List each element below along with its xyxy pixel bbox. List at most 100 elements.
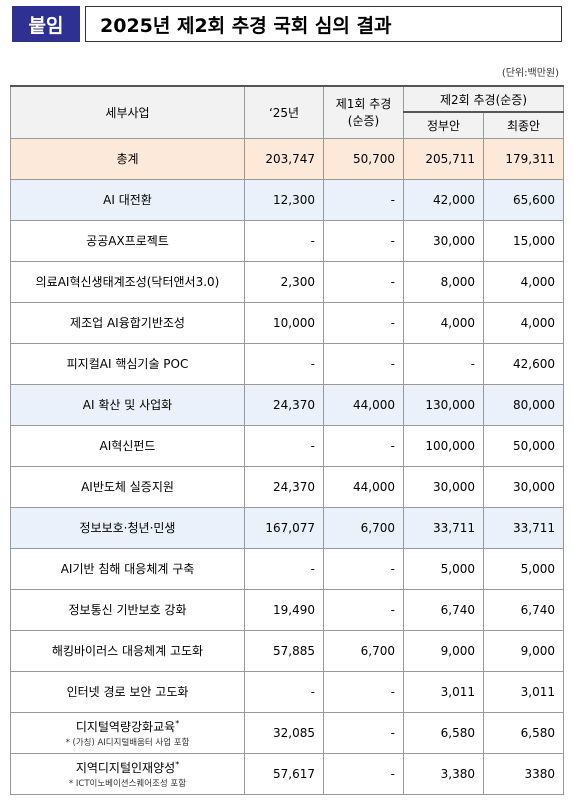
cell-final: 65,600	[483, 178, 564, 221]
row-name: 피지컬AI 핵심기술 POC	[66, 357, 189, 371]
cell-final: 9,000	[483, 629, 564, 672]
row-name: 총계	[116, 152, 139, 166]
row-name-cell: 총계	[10, 137, 245, 180]
cell-gov: 9,000	[403, 629, 484, 672]
cell-final: 5,000	[483, 547, 564, 590]
cell-y25: -	[244, 342, 324, 385]
cell-gov: 205,711	[403, 137, 484, 180]
footnote-marker: *	[175, 759, 180, 769]
row-name: 디지털역량강화교육	[75, 719, 176, 734]
cell-supp1: -	[323, 219, 404, 262]
row-name: 정보보호·청년·민생	[79, 521, 176, 535]
cell-supp1: 6,700	[323, 506, 404, 549]
row-name: 정보통신 기반보호 강화	[68, 603, 187, 617]
cell-supp1: -	[323, 260, 404, 303]
cell-gov: 30,000	[403, 465, 484, 508]
row-name-cell: 인터넷 경로 보안 고도화	[10, 670, 245, 713]
row-name-cell: 피지컬AI 핵심기술 POC	[10, 342, 245, 385]
row-name-cell: AI혁신펀드	[10, 424, 245, 467]
cell-gov: 5,000	[403, 547, 484, 590]
col-header-2025: ‘25년	[244, 85, 324, 139]
row-name-cell: 지역디지털인재양성* * ICT이노베이션스퀘어조성 포함	[10, 752, 245, 795]
cell-supp1: 6,700	[323, 629, 404, 672]
cell-final: 42,600	[483, 342, 564, 385]
row-name-cell: AI 대전환	[10, 178, 245, 221]
cell-y25: 24,370	[244, 465, 324, 508]
table-row: 해킹바이러스 대응체계 고도화 57,885 6,700 9,000 9,000	[10, 629, 564, 672]
cell-gov: 8,000	[403, 260, 484, 303]
cell-supp1: -	[323, 178, 404, 221]
row-name: 인터넷 경로 보안 고도화	[66, 685, 189, 699]
cell-supp1: -	[323, 588, 404, 631]
row-name: 공공AX프로젝트	[86, 234, 169, 248]
cell-y25: 24,370	[244, 383, 324, 426]
cell-final: 33,711	[483, 506, 564, 549]
table-row: 인터넷 경로 보안 고도화 - -3,011 3,011	[10, 670, 564, 713]
cell-supp1: 44,000	[323, 465, 404, 508]
table-row: AI반도체 실증지원 24,370 44,000 30,000 30,000	[10, 465, 564, 508]
cell-gov: 4,000	[403, 301, 484, 344]
table-row: 디지털역량강화교육* * (가칭) AI디지털배움터 사업 포함 32,085-6,…	[10, 711, 564, 754]
cell-y25: 19,490	[244, 588, 324, 631]
row-name: AI혁신펀드	[99, 439, 156, 453]
cell-y25: 2,300	[244, 260, 324, 303]
budget-table: 세부사업 ‘25년 제1회 추경 (순증) 제2회 추경(순증) 정부안 최종안…	[10, 85, 564, 795]
row-name: 지역디지털인재양성	[75, 760, 176, 775]
cell-gov: 42,000	[403, 178, 484, 221]
col-header-gov: 정부안	[403, 111, 484, 139]
cell-supp1: 44,000	[323, 383, 404, 426]
category-row: 정보보호·청년·민생 167,077 6,700 33,711 33,711	[10, 506, 564, 549]
cell-final: 4,000	[483, 301, 564, 344]
row-name-cell: AI 확산 및 사업화	[10, 383, 245, 426]
table-row: 공공AX프로젝트 - -30,000 15,000	[10, 219, 564, 262]
cell-gov: 3,380	[403, 752, 484, 795]
row-name: AI기반 침해 대응체계 구축	[60, 562, 195, 576]
cell-gov: 33,711	[403, 506, 484, 549]
cell-final: 3,011	[483, 670, 564, 713]
table-row: 의료AI혁신생태계조성(닥터앤서3.0) 2,300-8,000 4,000	[10, 260, 564, 303]
footnote-marker: *	[175, 718, 180, 728]
cell-supp1: -	[323, 342, 404, 385]
row-name-cell: 해킹바이러스 대응체계 고도화	[10, 629, 245, 672]
table-row: 정보통신 기반보호 강화 19,490-6,740 6,740	[10, 588, 564, 631]
total-row: 총계 203,747 50,700 205,711 179,311	[10, 137, 564, 180]
page-header: 붙임 2025년 제2회 추경 국회 심의 결과	[12, 6, 562, 42]
col-header-item: 세부사업	[10, 85, 245, 139]
cell-supp1: -	[323, 752, 404, 795]
unit-label: (단위:백만원)	[501, 68, 559, 79]
cell-final: 4,000	[483, 260, 564, 303]
col-header-supp1: 제1회 추경 (순증)	[323, 85, 404, 139]
category-row: AI 대전환 12,300-42,000 65,600	[10, 178, 564, 221]
row-name: 제조업 AI융합기반조성	[70, 316, 185, 330]
attachment-badge: 붙임	[12, 6, 80, 42]
cell-gov: 130,000	[403, 383, 484, 426]
row-name-cell: 정보통신 기반보호 강화	[10, 588, 245, 631]
cell-gov: 30,000	[403, 219, 484, 262]
table-row: 피지컬AI 핵심기술 POC - - -42,600	[10, 342, 564, 385]
cell-supp1: -	[323, 670, 404, 713]
row-name: AI 확산 및 사업화	[82, 398, 173, 412]
row-name-cell: 공공AX프로젝트	[10, 219, 245, 262]
row-footnote: * (가칭) AI디지털배움터 사업 포함	[65, 737, 190, 748]
table-row: 지역디지털인재양성* * ICT이노베이션스퀘어조성 포함 57,617-3,380…	[10, 752, 564, 795]
cell-supp1: -	[323, 711, 404, 754]
cell-supp1: 50,700	[323, 137, 404, 180]
cell-gov: 3,011	[403, 670, 484, 713]
cell-y25: -	[244, 424, 324, 467]
row-footnote: * ICT이노베이션스퀘어조성 포함	[68, 778, 187, 789]
row-name-cell: 디지털역량강화교육* * (가칭) AI디지털배움터 사업 포함	[10, 711, 245, 754]
cell-gov: 6,740	[403, 588, 484, 631]
cell-final: 3380	[483, 752, 564, 795]
table-row: AI혁신펀드 - -100,000 50,000	[10, 424, 564, 467]
table-row: 제조업 AI융합기반조성 10,000-4,000 4,000	[10, 301, 564, 344]
cell-y25: 167,077	[244, 506, 324, 549]
cell-final: 6,580	[483, 711, 564, 754]
row-name: AI반도체 실증지원	[81, 480, 174, 494]
cell-gov: 6,580	[403, 711, 484, 754]
cell-supp1: -	[323, 424, 404, 467]
row-name-cell: 제조업 AI융합기반조성	[10, 301, 245, 344]
table-body: 총계 203,747 50,700 205,711 179,311 AI 대전환 12,30…	[10, 137, 564, 795]
cell-y25: 57,617	[244, 752, 324, 795]
cell-final: 30,000	[483, 465, 564, 508]
table-row: AI기반 침해 대응체계 구축 - -5,000 5,000	[10, 547, 564, 590]
